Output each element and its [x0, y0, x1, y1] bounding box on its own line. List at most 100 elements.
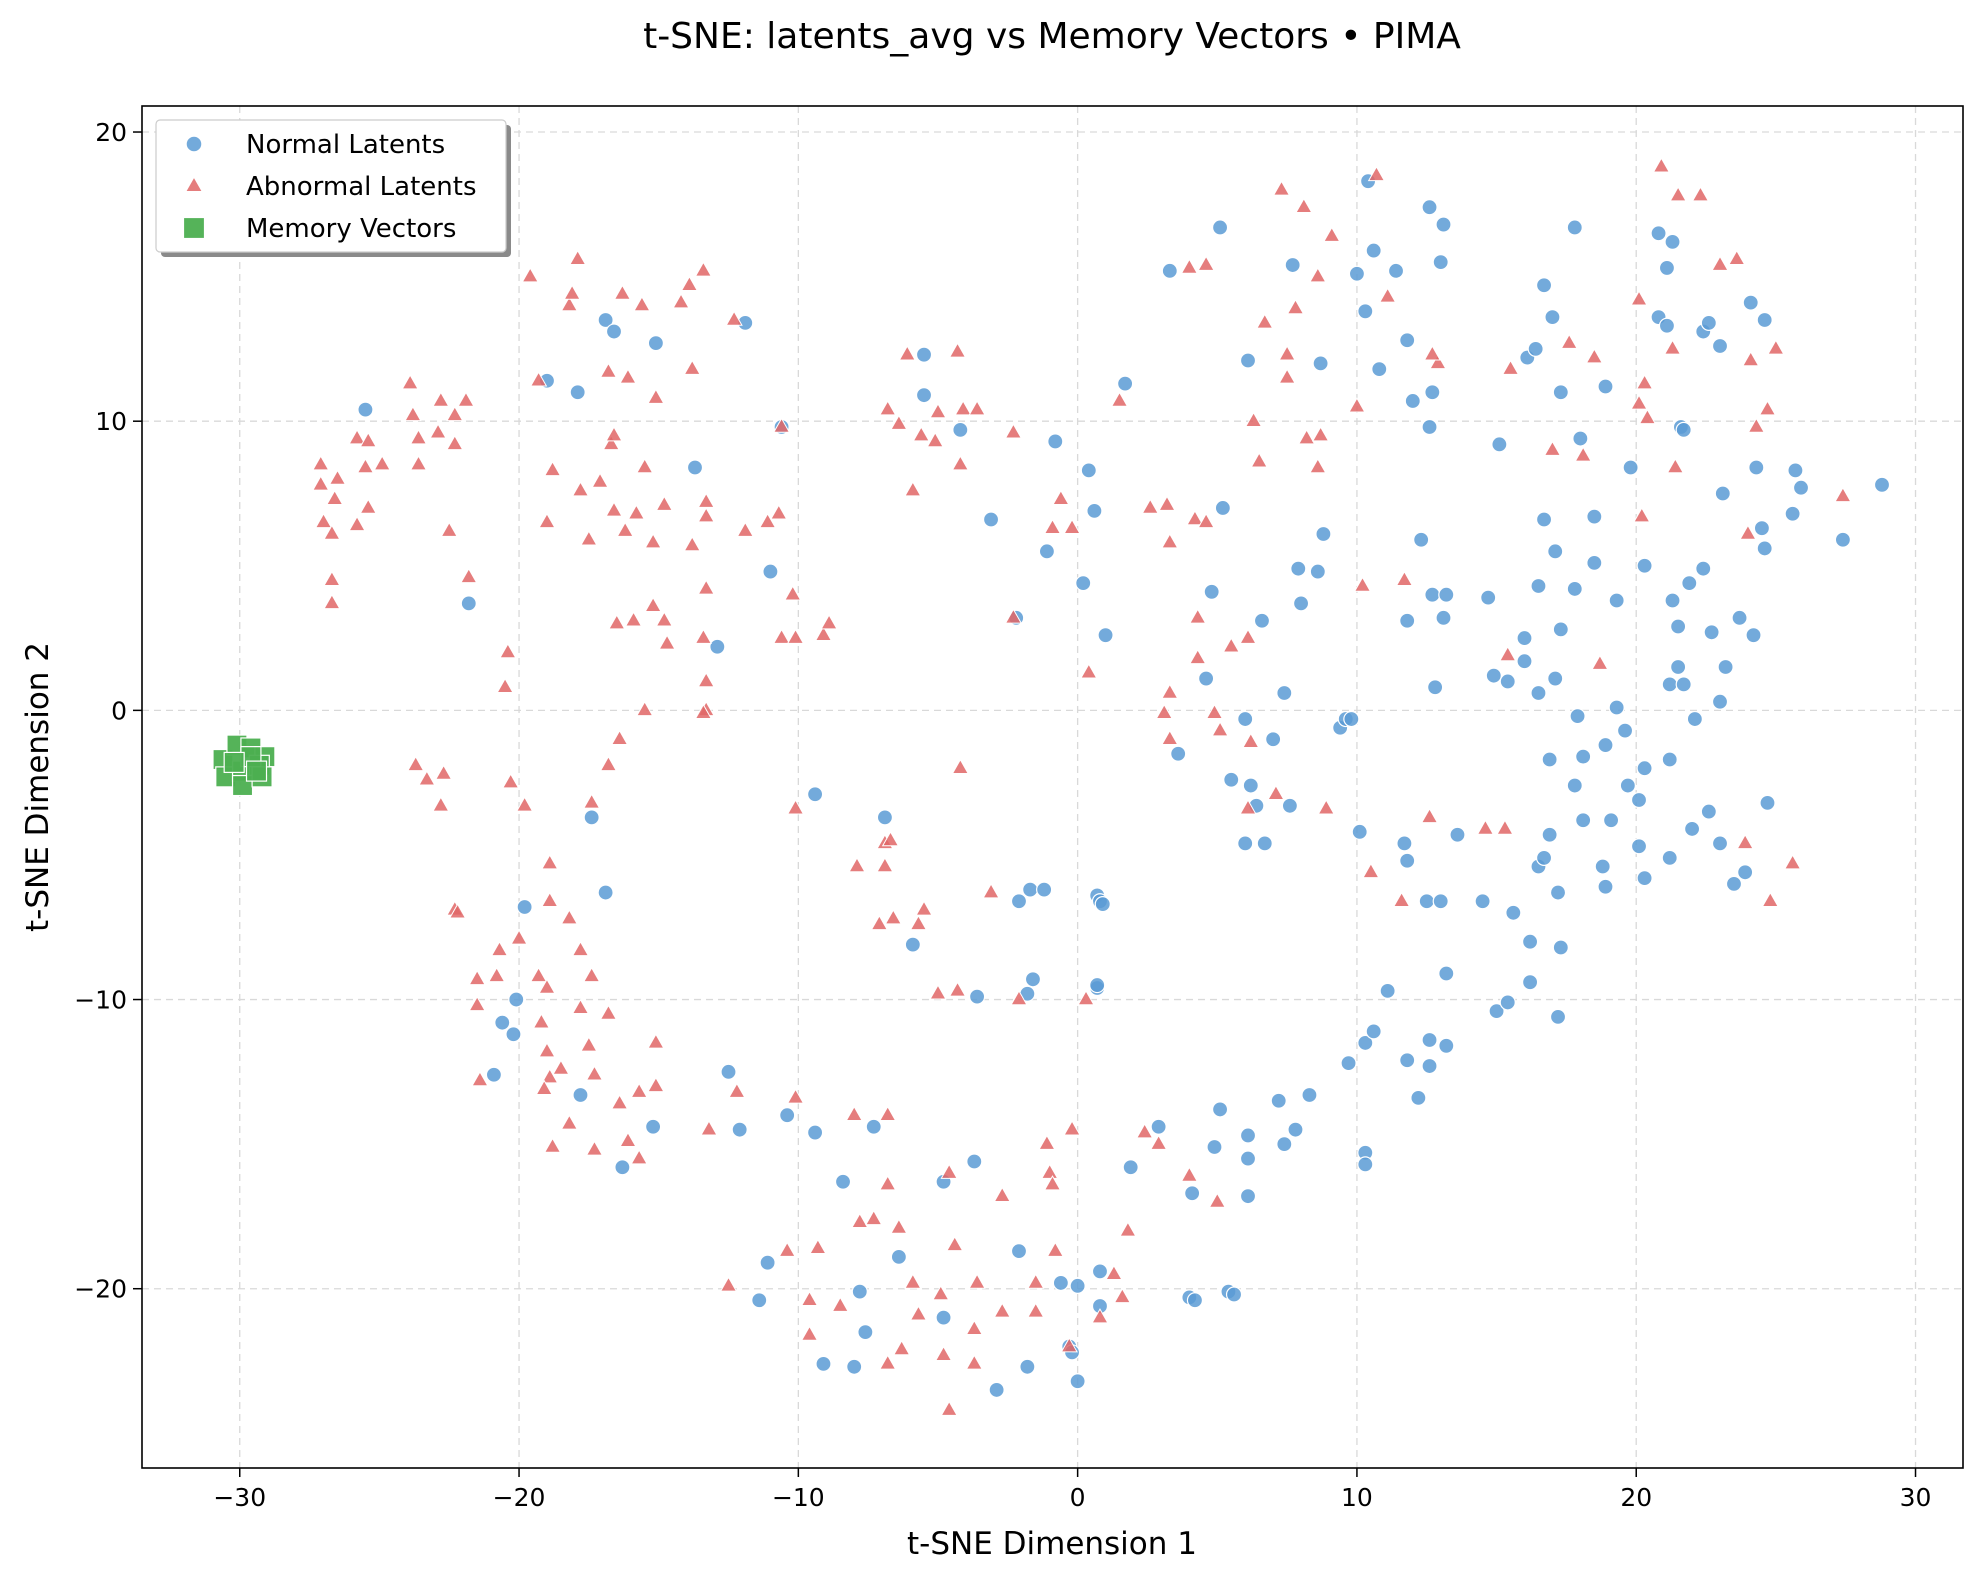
normal-latents-point [1714, 485, 1731, 502]
normal-latents-point [1630, 838, 1648, 855]
abnormal-latents-point [580, 1036, 598, 1052]
abnormal-latents-point [409, 455, 428, 471]
abnormal-latents-point [1135, 1123, 1154, 1139]
abnormal-latents-point [619, 368, 637, 384]
normal-latents-point [1203, 583, 1220, 600]
abnormal-latents-point [1155, 703, 1173, 720]
normal-latents-point [1421, 418, 1438, 436]
abnormal-latents-point [636, 700, 654, 717]
abnormal-latents-point [326, 489, 344, 506]
abnormal-latents-point [1278, 368, 1296, 384]
abnormal-latents-point [1110, 391, 1129, 407]
abnormal-latents-point [616, 521, 634, 537]
abnormal-latents-point [1244, 411, 1263, 427]
normal-latents-point [1566, 580, 1583, 598]
normal-latents-point [1438, 965, 1455, 982]
x-tick-label: 30 [1900, 1483, 1932, 1512]
abnormal-latents-point [633, 296, 651, 312]
normal-latents-point [1287, 1121, 1304, 1138]
abnormal-latents-point [571, 481, 590, 497]
abnormal-latents-point [1027, 1273, 1045, 1289]
normal-latents-point [1474, 893, 1491, 910]
normal-latents-point [751, 1292, 768, 1309]
normal-latents-point [1237, 835, 1254, 852]
abnormal-latents-point [898, 345, 916, 361]
abnormal-latents-point [1362, 862, 1380, 879]
normal-latents-point [1239, 1127, 1257, 1144]
normal-latents-point [1010, 1243, 1028, 1260]
abnormal-latents-point [488, 966, 506, 983]
normal-latents-point [485, 1066, 503, 1083]
normal-latents-point [1427, 679, 1444, 696]
normal-latents-point [1549, 884, 1567, 901]
abnormal-latents-point [401, 374, 419, 390]
abnormal-latents-point [1420, 807, 1439, 824]
normal-latents-point [720, 1063, 737, 1080]
normal-latents-point [1530, 684, 1547, 702]
plot-frame [141, 105, 1964, 1469]
abnormal-latents-point [1767, 339, 1785, 355]
abnormal-latents-point [1004, 608, 1023, 624]
abnormal-latents-point [1585, 348, 1604, 364]
normal-latents-point [1281, 797, 1299, 814]
normal-latents-point [1214, 499, 1231, 517]
normal-latents-point [1575, 812, 1592, 829]
normal-latents-point [1516, 629, 1533, 647]
abnormal-latents-point [348, 429, 366, 445]
normal-latents-point [1616, 722, 1634, 739]
legend-marker-normal-latents [185, 135, 203, 153]
abnormal-latents-point [680, 275, 699, 292]
normal-latents-point [1619, 777, 1636, 794]
abnormal-latents-point [1063, 518, 1081, 534]
abnormal-latents-point [932, 1284, 950, 1301]
abnormal-latents-point [1758, 400, 1777, 416]
abnormal-latents-point [328, 469, 347, 485]
normal-latents-point [1365, 242, 1382, 259]
abnormal-latents-point [820, 614, 838, 630]
abnormal-latents-point [1747, 417, 1766, 433]
abnormal-latents-point [610, 729, 629, 746]
normal-latents-point [1608, 699, 1625, 716]
normal-latents-point [494, 1014, 511, 1031]
abnormal-latents-point [647, 1033, 665, 1049]
abnormal-latents-point [1180, 258, 1199, 274]
abnormal-latents-point [560, 296, 578, 312]
abnormal-latents-point [434, 764, 453, 780]
normal-latents-point [1756, 540, 1773, 557]
normal-latents-point [1569, 708, 1586, 725]
normal-latents-point [1756, 311, 1773, 329]
abnormal-latents-point [1496, 819, 1514, 835]
abnormal-latents-point [940, 1163, 958, 1179]
normal-latents-point [1435, 609, 1452, 626]
normal-latents-point [1343, 710, 1360, 728]
abnormal-latents-point [543, 1137, 562, 1153]
abnormal-latents-point [356, 457, 375, 474]
abnormal-latents-point [409, 429, 428, 445]
abnormal-latents-point [697, 579, 715, 595]
normal-latents-point [1661, 676, 1678, 693]
abnormal-latents-point [725, 310, 743, 326]
normal-latents-point [1530, 577, 1547, 595]
y-tick-label: 0 [111, 696, 127, 725]
abnormal-latents-point [658, 634, 676, 650]
abnormal-latents-point [770, 504, 788, 520]
normal-latents-point [1418, 893, 1435, 910]
abnormal-latents-point [538, 1042, 556, 1058]
abnormal-latents-point [571, 998, 590, 1014]
normal-latents-point [1438, 1037, 1455, 1054]
abnormal-latents-point [1317, 799, 1335, 815]
normal-latents-point [1597, 878, 1614, 895]
normal-latents-point [857, 1323, 874, 1341]
abnormal-latents-point [1635, 374, 1654, 390]
normal-latents-point [1091, 1263, 1109, 1280]
normal-latents-point [1748, 459, 1765, 476]
normal-latents-point [1695, 560, 1712, 577]
abnormal-latents-point [501, 773, 520, 789]
normal-latents-point [1670, 658, 1687, 676]
abnormal-latents-point [1060, 1337, 1078, 1353]
abnormal-latents-point [605, 426, 623, 442]
abnormal-latents-point [532, 1013, 551, 1029]
normal-latents-point [1170, 745, 1187, 762]
abnormal-latents-point [1158, 495, 1176, 511]
abnormal-latents-point [1429, 353, 1447, 370]
